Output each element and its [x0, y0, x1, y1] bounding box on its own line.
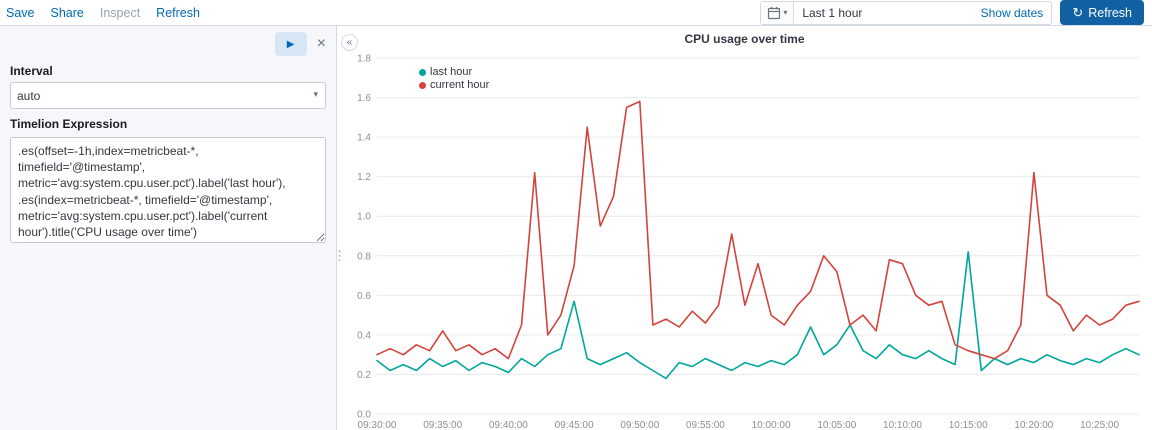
interval-select[interactable]: auto: [10, 82, 326, 109]
svg-text:10:15:00: 10:15:00: [949, 420, 988, 430]
inspect-button[interactable]: Inspect: [99, 5, 141, 20]
refresh-button[interactable]: ↻ Refresh: [1060, 0, 1144, 25]
svg-text:10:25:00: 10:25:00: [1080, 420, 1119, 430]
time-filter: ▾ Last 1 hour Show dates ↻ Refresh: [760, 0, 1144, 25]
svg-text:09:35:00: 09:35:00: [423, 420, 462, 430]
refresh-link[interactable]: Refresh: [156, 5, 200, 20]
calendar-dropdown-button[interactable]: ▾: [761, 1, 795, 24]
close-icon[interactable]: ×: [316, 35, 326, 52]
panel-resize-handle[interactable]: ⋮: [333, 248, 346, 263]
svg-text:10:10:00: 10:10:00: [883, 420, 922, 430]
show-dates-button[interactable]: Show dates: [973, 6, 1052, 20]
expression-actions: ▶ ×: [10, 32, 326, 56]
svg-text:09:30:00: 09:30:00: [358, 420, 397, 430]
svg-text:0.0: 0.0: [357, 410, 371, 421]
share-button[interactable]: Share: [50, 5, 84, 20]
svg-text:10:20:00: 10:20:00: [1014, 420, 1053, 430]
chart-legend: last hour current hour: [419, 66, 489, 91]
legend-dot-last-hour: [419, 68, 426, 76]
date-picker: ▾ Last 1 hour Show dates: [760, 0, 1053, 25]
save-button[interactable]: Save: [6, 5, 35, 20]
svg-text:0.8: 0.8: [357, 251, 371, 262]
chart-title: CPU usage over time: [684, 32, 805, 46]
run-expression-button[interactable]: ▶: [274, 32, 307, 56]
svg-text:10:00:00: 10:00:00: [752, 420, 791, 430]
svg-text:09:50:00: 09:50:00: [620, 420, 659, 430]
chart-panel: « CPU usage over time last hour current …: [337, 26, 1152, 430]
top-nav-bar: Save Share Inspect Refresh ▾ Last 1 hour…: [0, 0, 1152, 26]
svg-text:1.4: 1.4: [357, 133, 371, 144]
calendar-icon: [768, 6, 781, 19]
timelion-expression-label: Timelion Expression: [10, 117, 128, 131]
svg-text:1.6: 1.6: [357, 93, 371, 104]
timelion-chart: 0.0 0.2 0.4 0.6 0.8 1.0 1.2 1.4 1.6 1.8 09:30:00 09…: [357, 54, 1140, 430]
svg-text:0.2: 0.2: [357, 370, 371, 381]
legend-label-last-hour: last hour: [430, 66, 473, 78]
refresh-button-label: Refresh: [1088, 5, 1132, 20]
legend-item-current-hour[interactable]: current hour: [419, 79, 489, 91]
svg-text:09:45:00: 09:45:00: [555, 420, 594, 430]
visualize-editor: ▶ × Interval auto ▾ Timelion Expression …: [0, 26, 1152, 430]
collapse-panel-button[interactable]: «: [341, 34, 358, 51]
svg-text:1.0: 1.0: [357, 212, 371, 223]
time-range-value[interactable]: Last 1 hour: [802, 5, 863, 20]
legend-dot-current-hour: [419, 81, 426, 89]
svg-text:0.6: 0.6: [357, 291, 371, 302]
chevron-down-icon: ▾: [783, 8, 788, 17]
refresh-icon: ↻: [1072, 5, 1084, 20]
svg-text:09:55:00: 09:55:00: [686, 420, 725, 430]
timelion-expression-input[interactable]: .es(offset=-1h,index=metricbeat-*, timef…: [10, 137, 326, 243]
legend-label-current-hour: current hour: [430, 79, 490, 91]
svg-text:1.8: 1.8: [357, 54, 371, 65]
legend-item-last-hour[interactable]: last hour: [419, 66, 489, 78]
interval-label: Interval: [10, 64, 53, 78]
svg-text:10:05:00: 10:05:00: [817, 420, 856, 430]
svg-text:09:40:00: 09:40:00: [489, 420, 528, 430]
svg-text:0.4: 0.4: [357, 330, 371, 341]
timelion-options-panel: ▶ × Interval auto ▾ Timelion Expression …: [0, 26, 337, 430]
topnav-actions: Save Share Inspect Refresh: [6, 6, 200, 20]
svg-text:1.2: 1.2: [357, 172, 371, 183]
